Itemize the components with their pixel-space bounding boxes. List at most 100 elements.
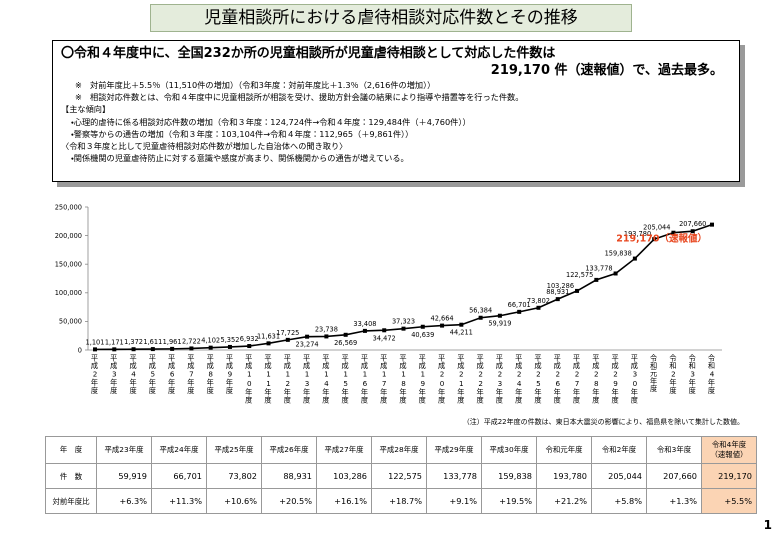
data-marker [227,344,232,349]
x-tick-label: 平成13年度 [302,354,312,404]
header-cell: 平成27年度 [316,436,372,464]
x-tick-label: 平成26年度 [553,354,563,404]
table-cell: +10.6% [206,488,262,514]
table-header-row: 年 度平成23年度 平成24年度 平成25年度 平成26年度 平成27年度 平成28年度平… [45,436,757,464]
x-tick-label: 平成19年度 [418,354,428,404]
x-tick-label: 平成6年度 [167,354,177,395]
table-cell: 205,044 [591,463,647,489]
value-label: 23,274 [296,341,319,349]
data-marker [247,344,252,349]
data-marker [440,323,445,328]
header-cell: 年 度 [45,436,97,464]
value-label: 1,372 [124,338,143,346]
slide-title: 児童相談所における虐待相談対応件数とその推移 [150,4,632,32]
x-tick-label: 平成20年度 [437,354,447,404]
data-marker [189,346,194,351]
data-marker [710,222,714,227]
header-cell: 平成24年度 [151,436,207,464]
value-label: 103,286 [547,282,574,290]
table-cell: 103,286 [316,463,372,489]
header-cell: 平成28年度 [371,436,427,464]
data-marker [478,315,483,320]
y-tick-label: 0 [78,346,82,354]
data-marker [613,271,618,276]
interview-heading: 〈令和３年度と比して児童虐待相談対応件数が増加した自治体への聞き取り〉 [61,141,348,152]
trend-line: ・心理的虐待に係る相談対応件数の増加（令和３年度：124,724件→令和４年度：… [71,116,471,127]
data-marker [285,337,290,342]
note-line: ※ 相談対応件数とは、令和４年度中に児童相談所が相談を受け、援助方針会議の結果に… [75,92,524,103]
data-marker [150,347,155,352]
value-label: 1,611 [143,338,162,346]
table-cell: 133,778 [426,463,482,489]
value-label: 33,408 [353,320,376,328]
page-number: 1 [763,518,772,532]
y-tick-label: 100,000 [55,289,82,297]
table-cell: +18.7% [371,488,427,514]
value-label: 4,102 [201,337,220,345]
data-marker [266,341,271,346]
table-cell: 159,838 [481,463,537,489]
chart: 0 50,000 100,000 150,000 200,000 250,000 1,101… [55,203,722,354]
x-tick-label: 平成15年度 [341,354,351,404]
x-tick-label: 平成11年度 [264,354,274,404]
value-label: 1,961 [163,338,182,346]
header-cell: 令和4年度 （速報値） [701,436,757,464]
data-marker [459,322,464,327]
x-tick-label: 平成18年度 [399,354,408,404]
data-table: 年 度平成23年度 平成24年度 平成25年度 平成26年度 平成27年度 平成28年度平… [45,436,757,514]
value-label: 26,569 [334,339,357,347]
header-cell: 令和元年度 [536,436,592,464]
value-label: 88,931 [546,288,569,296]
table-cell: +5.5% [701,488,757,514]
value-label: 159,838 [605,250,632,258]
x-tick-label: 平成21年度 [456,354,466,404]
x-tick-label: 令和3年度 [688,354,698,395]
x-tick-label: 平成4年度 [129,354,139,395]
x-tick-label: 平成7年度 [186,354,196,395]
table-cell: 193,780 [536,463,592,489]
x-tick-label: 平成2年度 [90,354,100,395]
value-label: 34,472 [373,334,396,342]
table-cell: +19.5% [481,488,537,514]
header-cell: 平成29年度 [426,436,482,464]
data-marker [208,345,213,350]
value-label: 37,323 [392,318,415,326]
y-tick-label: 50,000 [59,318,82,326]
value-label: 44,211 [450,329,473,337]
x-tick-label: 平成5年度 [148,354,158,395]
x-tick-label: 令和2年度 [668,354,678,395]
table-cell: +9.1% [426,488,482,514]
table-cell: +16.1% [316,488,372,514]
x-tick-label: 平成8年度 [206,354,216,395]
header-cell: 平成30年度 [481,436,537,464]
x-tick-label: 平成28年度 [591,354,601,404]
table-cell: 対前年度比 [45,488,97,514]
table-row: 件 数 59,919 66,701 73,802 88,931 103,286 122,57… [45,463,757,489]
table-cell: 88,931 [261,463,317,489]
value-label: 42,664 [431,315,454,323]
data-marker [652,237,657,242]
x-tick-label: 平成14年度 [321,354,331,404]
data-marker [632,256,637,261]
value-label: 59,919 [488,320,511,328]
x-tick-label: 平成29年度 [611,354,621,404]
data-marker [536,305,541,310]
data-marker [690,229,695,234]
value-label: 193,780 [624,230,651,238]
chart-note: （注）平成22年度の件数は、東日本大震災の影響により、福島県を除いて集計した数値… [462,418,744,426]
x-tick-label: 平成16年度 [360,354,370,404]
data-marker [170,346,175,351]
x-tick-label: 平成25年度 [533,354,543,404]
table-cell: 122,575 [371,463,427,489]
value-label: 56,384 [469,307,492,315]
lead-result: 219,170 件（速報値）で、過去最多。 [490,63,723,78]
table-cell: +21.2% [536,488,592,514]
x-tick-label: 平成10年度 [244,354,254,404]
x-tick-label: 平成23年度 [495,354,505,404]
table-row: 対前年度比 +6.3% +11.3% +10.6% +20.5% +16.1% +18.7%… [45,488,757,514]
x-tick-label: 平成30年度 [630,354,640,404]
note-line: ※ 対前年度比＋5.5％（11,510件の増加）（令和3年度：対前年度比＋1.3… [75,80,436,90]
header-cell: 平成23年度 [96,436,152,464]
value-label: 122,575 [566,271,593,279]
data-marker [575,288,580,293]
